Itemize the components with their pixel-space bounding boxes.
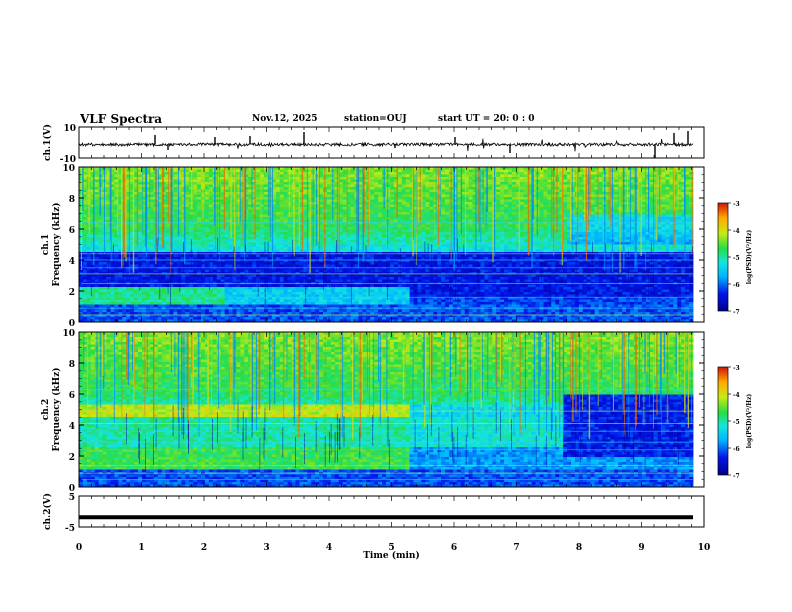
colorbar-ch1-tick: -7	[733, 309, 740, 316]
x-tick-label: 6	[451, 543, 457, 553]
spectrogram-ch1-axes: 0 2 4 6 8 10 ch.1 Frequency (kHz)	[41, 164, 705, 329]
x-axis-label: Time (min)	[363, 550, 420, 561]
spectrogram-ch2-ytick: 6	[69, 391, 75, 401]
station-label: station=OUJ	[344, 114, 407, 124]
start-time-label: start UT = 20: 0 : 0	[438, 114, 535, 124]
spectrogram-ch2-ytick: 8	[69, 360, 75, 370]
x-tick-label: 5	[388, 543, 394, 553]
chart-title: VLF Spectra	[80, 112, 162, 126]
x-tick-label: 8	[576, 543, 582, 553]
spectrogram-ch2-axes: 0 2 4 6 8 10 ch.2 Frequency (kHz)	[41, 329, 705, 494]
waveform-ch2-ytick: 5	[69, 493, 75, 503]
colorbar-ch2-label: log(PSD)(V²/Hz)	[746, 394, 753, 449]
waveform-ch1-ylabel: ch.1(V)	[42, 124, 53, 161]
spectrogram-ch1-ylabel-channel: ch.1	[41, 234, 51, 255]
colorbar-ch2-tick: -5	[733, 419, 740, 426]
spectrogram-ch2-ytick: 0	[69, 484, 75, 494]
colorbar-ch1-tick: -4	[733, 228, 740, 235]
waveform-ch1-axes: 10 -10 ch.1(V)	[42, 124, 705, 165]
spectrogram-ch2-image	[79, 332, 694, 488]
colorbar-ch1-tick: -6	[733, 282, 740, 289]
spectrogram-ch2-ylabel: Frequency (kHz)	[51, 367, 62, 451]
date-label: Nov.12, 2025	[252, 114, 318, 124]
spectrogram-ch2-ytick: 10	[62, 329, 75, 339]
spectrogram-ch1-ytick: 8	[69, 195, 75, 205]
colorbar-ch2-scale	[717, 366, 729, 476]
spectrogram-ch2-ytick: 2	[69, 453, 75, 463]
spectrogram-ch1-ytick: 10	[62, 164, 75, 174]
colorbar-ch2: -3 -4 -5 -6 -7 log(PSD)(V²/Hz)	[717, 365, 753, 480]
waveform-ch1-trace	[78, 138, 694, 152]
spectrogram-ch1-ytick: 0	[69, 319, 75, 329]
x-tick-label: 9	[638, 543, 644, 553]
colorbar-ch1-tick: -3	[733, 201, 740, 208]
x-tick-label: 2	[201, 543, 207, 553]
spectrogram-ch2-ytick: 4	[69, 422, 75, 432]
spectrogram-ch2-ylabel-channel: ch.2	[41, 399, 51, 420]
colorbar-ch1: -3 -4 -5 -6 -7 log(PSD)(V²/Hz)	[717, 201, 753, 316]
spectrogram-ch1-ytick: 4	[69, 257, 75, 267]
x-tick-label: 0	[76, 543, 82, 553]
waveform-ch1-ytick: 10	[63, 124, 76, 134]
waveform-ch1-ytick: -10	[60, 155, 76, 165]
colorbar-ch1-tick: -5	[733, 255, 740, 262]
colorbar-ch1-scale	[717, 202, 729, 312]
spectrogram-ch1-ytick: 2	[69, 288, 75, 298]
spectrogram-ch1-image	[79, 167, 694, 323]
colorbar-ch1-label: log(PSD)(V²/Hz)	[746, 230, 753, 285]
x-tick-label: 4	[326, 543, 332, 553]
x-tick-label: 7	[513, 543, 519, 553]
x-axis: 0 1 2 3 4 5 6 7 8 9 10 Time (min)	[76, 543, 710, 561]
waveform-ch2-ylabel: ch.2(V)	[42, 493, 53, 530]
colorbar-ch2-tick: -7	[733, 473, 740, 480]
spectrogram-ch1-ylabel: Frequency (kHz)	[51, 202, 62, 286]
spectrogram-ch1-ytick: 6	[69, 226, 75, 236]
x-tick-label: 1	[138, 543, 144, 553]
waveform-ch2-ytick: -5	[65, 524, 75, 534]
x-tick-label: 3	[263, 543, 269, 553]
colorbar-ch2-tick: -4	[733, 392, 740, 399]
x-tick-label: 10	[698, 543, 711, 553]
colorbar-ch2-tick: -3	[733, 365, 740, 372]
waveform-ch2-axes: 5 -5 ch.2(V)	[42, 493, 705, 534]
colorbar-ch2-tick: -6	[733, 446, 740, 453]
